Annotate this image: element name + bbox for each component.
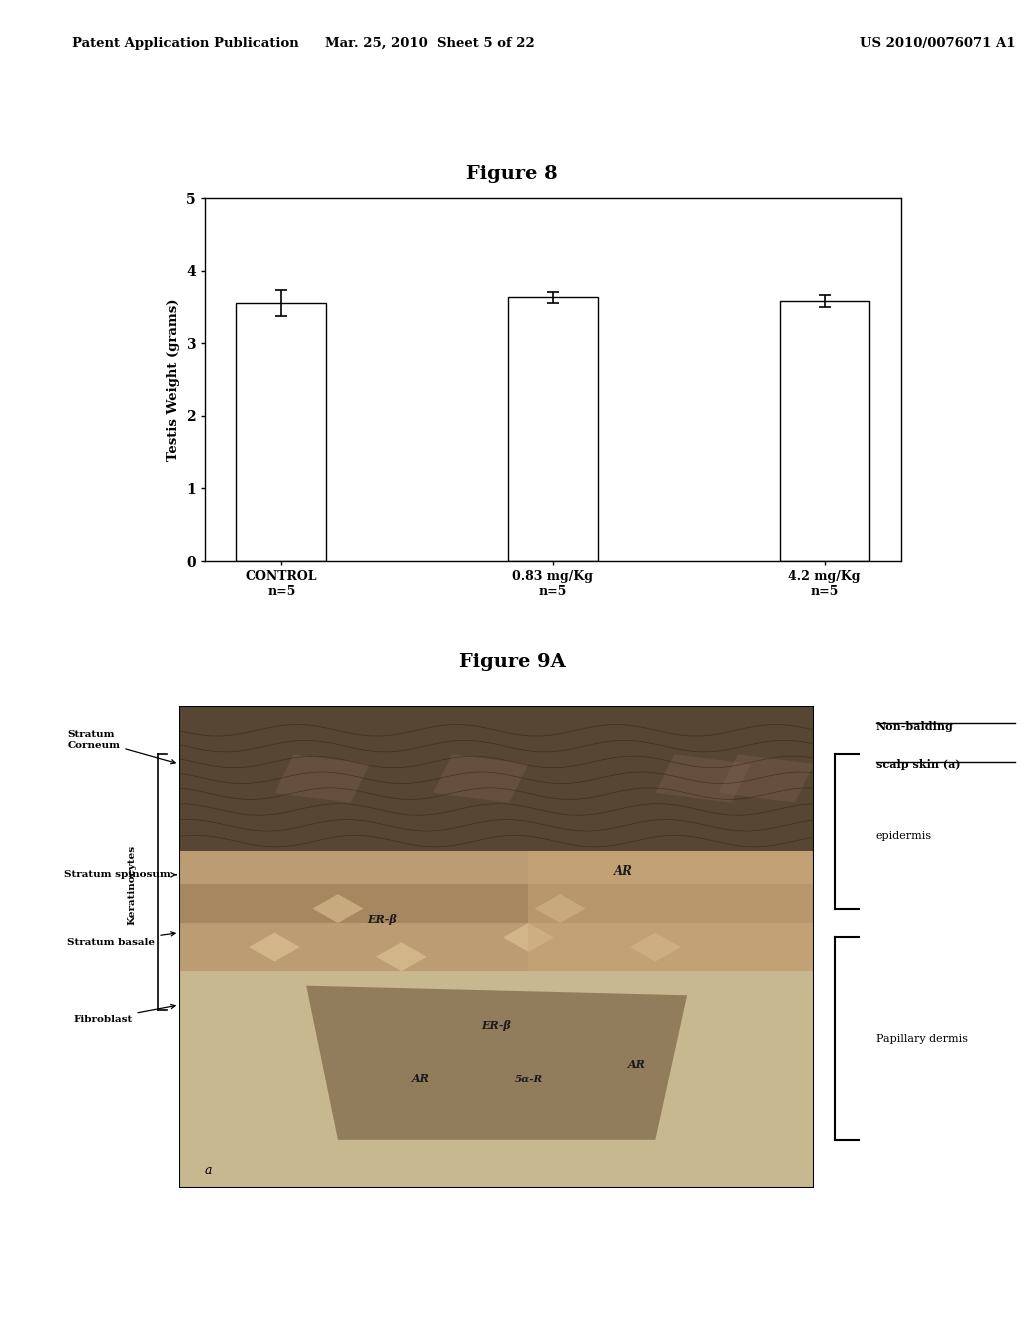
Text: Papillary dermis: Papillary dermis <box>876 1034 968 1044</box>
Polygon shape <box>719 755 814 803</box>
Text: AR: AR <box>614 865 633 878</box>
Bar <box>508 297 598 561</box>
Bar <box>179 851 814 972</box>
Bar <box>237 304 326 561</box>
Text: ER-β: ER-β <box>368 913 397 925</box>
Polygon shape <box>655 755 751 803</box>
Text: Figure 9A: Figure 9A <box>459 653 565 672</box>
Text: Keratinocytes: Keratinocytes <box>128 845 136 924</box>
Text: epidermis: epidermis <box>876 832 932 841</box>
Text: Mar. 25, 2010  Sheet 5 of 22: Mar. 25, 2010 Sheet 5 of 22 <box>326 37 535 50</box>
Text: a: a <box>205 1163 212 1176</box>
Text: Stratum
Corneum: Stratum Corneum <box>68 730 175 764</box>
Text: Figure 8: Figure 8 <box>466 165 558 183</box>
Polygon shape <box>306 986 687 1139</box>
Polygon shape <box>249 933 300 961</box>
Polygon shape <box>376 942 427 972</box>
Polygon shape <box>274 755 370 803</box>
Text: ER-β: ER-β <box>481 1020 512 1031</box>
Text: Stratum basale: Stratum basale <box>68 932 175 946</box>
Polygon shape <box>503 923 554 952</box>
Polygon shape <box>433 755 528 803</box>
Polygon shape <box>535 894 586 923</box>
Text: Stratum spinosum: Stratum spinosum <box>63 870 176 879</box>
Text: AR: AR <box>412 1073 429 1084</box>
Bar <box>179 706 814 851</box>
Bar <box>179 884 814 923</box>
Text: Non-balding: Non-balding <box>876 721 953 731</box>
Bar <box>780 301 869 561</box>
Text: scalp skin (a): scalp skin (a) <box>876 759 961 770</box>
Text: US 2010/0076071 A1: US 2010/0076071 A1 <box>860 37 1016 50</box>
Bar <box>528 851 814 972</box>
Text: 5α-R: 5α-R <box>514 1074 543 1084</box>
Bar <box>179 972 814 1188</box>
Text: Patent Application Publication: Patent Application Publication <box>72 37 298 50</box>
Polygon shape <box>312 894 364 923</box>
Polygon shape <box>630 933 681 961</box>
Text: Fibroblast: Fibroblast <box>74 1005 175 1024</box>
Text: AR: AR <box>628 1059 645 1069</box>
Y-axis label: Testis Weight (grams): Testis Weight (grams) <box>168 298 180 461</box>
